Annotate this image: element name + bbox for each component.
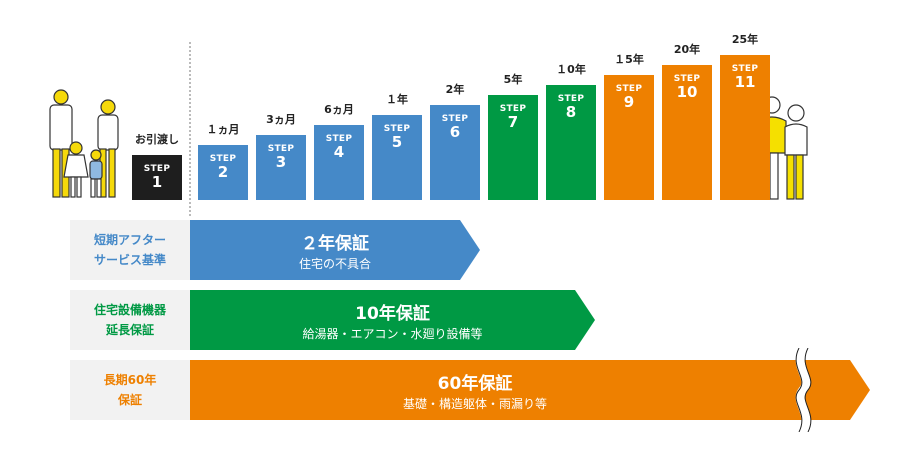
step-number: 7 (507, 113, 519, 131)
step-6-period: 2年 (445, 83, 465, 96)
step-number: 6 (449, 123, 461, 141)
step-number: 11 (734, 73, 756, 91)
step-8-bar: STEP 8 (546, 85, 596, 200)
step-11-period: 25年 (731, 33, 759, 46)
step-number: 10 (676, 83, 698, 101)
step-number: 3 (275, 153, 287, 171)
warranty-label-line2: 保証 (117, 393, 142, 407)
step-7-bar: STEP 7 (488, 95, 538, 200)
step-label: STEP (267, 144, 295, 154)
step-label: STEP (441, 114, 469, 124)
step-3-bar: STEP 3 (256, 135, 306, 200)
step-9-period: １5年 (614, 53, 644, 66)
step-2-period: １ヵ月 (206, 123, 240, 136)
warranty-title: 10年保証 (355, 304, 430, 324)
warranty-label-line2: 延長保証 (105, 323, 154, 337)
step-number: 2 (217, 163, 229, 181)
step-number: 5 (391, 133, 403, 151)
step-label: STEP (499, 104, 527, 114)
step-label: STEP (325, 134, 353, 144)
warranty-title: ２年保証 (301, 234, 369, 254)
warranty-arrow: ２年保証住宅の不具合 (190, 220, 480, 280)
warranty-label-line1: 長期60年 (103, 373, 157, 387)
warranty-label-line2: サービス基準 (93, 253, 166, 267)
warranty-arrow: 10年保証給湯器・エアコン・水廻り設備等 (190, 290, 595, 350)
step-label: STEP (209, 154, 237, 164)
warranty-description: 住宅の不具合 (298, 257, 371, 271)
step-5-bar: STEP 5 (372, 115, 422, 200)
step-label: STEP (143, 164, 171, 174)
step-10-bar: STEP 10 (662, 65, 712, 200)
step-4-bar: STEP 4 (314, 125, 364, 200)
family-illustration (49, 89, 119, 198)
warranty-label: 長期60年保証 (70, 360, 190, 420)
handover-divider (189, 42, 191, 216)
warranty-arrow: 60年保証基礎・構造躯体・雨漏り等 (190, 360, 870, 420)
step-8-period: １0年 (556, 63, 586, 76)
step-label: STEP (557, 94, 585, 104)
warranty-title: 60年保証 (437, 374, 513, 394)
step-5-period: １年 (386, 93, 408, 106)
step-label: STEP (673, 74, 701, 84)
warranty-description: 基礎・構造躯体・雨漏り等 (402, 397, 547, 411)
step-number: 9 (623, 93, 635, 111)
warranty-description: 給湯器・エアコン・水廻り設備等 (302, 327, 483, 341)
step-7-period: 5年 (503, 73, 523, 86)
step-11-bar: STEP 11 (720, 55, 770, 200)
warranty-label: 短期アフター サービス基準 (70, 220, 190, 280)
step-10-period: 20年 (673, 43, 701, 56)
step-label: STEP (731, 64, 759, 74)
step-3-period: 3ヵ月 (266, 113, 296, 126)
step-2-bar: STEP 2 (198, 145, 248, 200)
step-number: 1 (151, 173, 163, 191)
step-label: STEP (383, 124, 411, 134)
step-1-period: お引渡し (135, 133, 179, 146)
step-number: 8 (565, 103, 577, 121)
step-6-bar: STEP 6 (430, 105, 480, 200)
step-label: STEP (615, 84, 643, 94)
step-9-bar: STEP 9 (604, 75, 654, 200)
step-1-bar: STEP 1 (132, 155, 182, 200)
wavy-break-icon (795, 348, 812, 432)
warranty-label-line1: 短期アフター (93, 233, 166, 247)
step-4-period: 6ヵ月 (324, 103, 354, 116)
step-number: 4 (333, 143, 345, 161)
warranty-label-line1: 住宅設備機器 (93, 303, 166, 317)
warranty-label: 住宅設備機器 延長保証 (70, 290, 190, 350)
